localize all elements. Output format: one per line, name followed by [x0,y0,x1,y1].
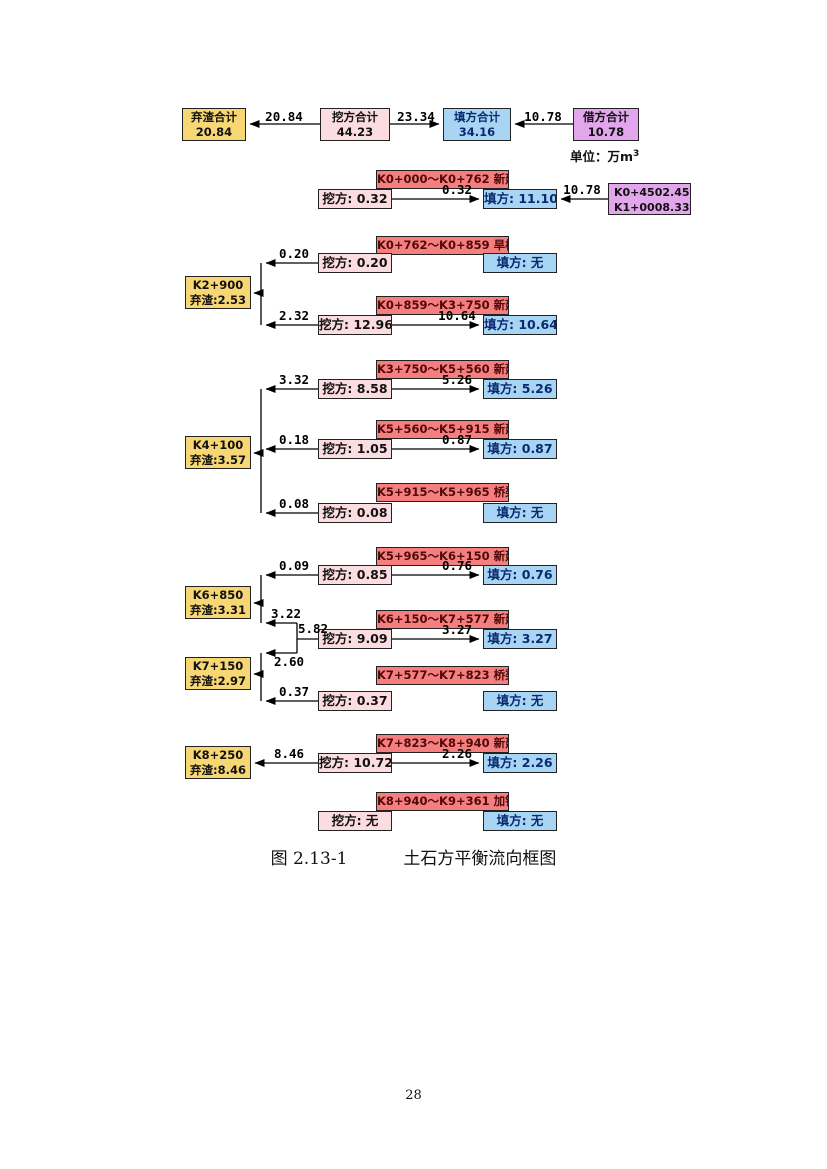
flow-label: 3.27 [441,622,473,637]
flow-label: 0.32 [441,182,473,197]
flow-label: 23.34 [397,109,435,124]
flow-label: 10.78 [563,182,601,197]
fill-box: 填方: 2.26 [483,753,557,773]
discard-node-station: K6+850 [192,588,244,602]
discard-node-station: K2+900 [192,278,244,292]
excavation-box: 挖方: 9.09 [318,629,392,649]
flow-label: 0.09 [278,558,310,573]
flow-label: 2.32 [278,308,310,323]
section-header: K0+762～K0+859 旱桥 [376,236,509,255]
figure-caption: 图 2.13-1 土石方平衡流向框图 [0,844,827,869]
excavation-box: 挖方: 无 [318,811,392,831]
excavation-total-value: 44.23 [336,125,374,139]
flow-label: 0.87 [441,432,473,447]
fill-total-box: 填方合计 34.16 [443,108,511,141]
borrow-total-box: 借方合计 10.78 [573,108,639,141]
fill-box: 填方: 0.87 [483,439,557,459]
fill-box: 填方: 无 [483,691,557,711]
excavation-box: 挖方: 12.96 [318,315,392,335]
excavation-box: 挖方: 0.37 [318,691,392,711]
borrow-row-station: K1+000 [614,201,663,214]
section-header: K5+560～K5+915 新建 [376,420,509,439]
discard-node-amount: 弃渣:2.53 [190,293,246,307]
section-header: K3+750～K5+560 新建 [376,360,509,379]
discard-node-station: K8+250 [192,748,244,762]
excavation-box: 挖方: 0.32 [318,189,392,209]
section-header: K8+940～K9+361 加铺 [376,792,509,811]
flow-label: 5.26 [441,372,473,387]
discard-node-station: K7+150 [192,659,244,673]
fill-box: 填方: 无 [483,503,557,523]
discard-node-k4100: K4+100 弃渣:3.57 [185,436,251,469]
discard-node-k7150: K7+150 弃渣:2.97 [185,657,251,690]
discard-total-name: 弃渣合计 [191,110,237,124]
discard-node-amount: 弃渣:2.97 [190,674,246,688]
fill-box: 填方: 3.27 [483,629,557,649]
section-header: K7+823～K8+940 新建 [376,734,509,753]
discard-node-k6850: K6+850 弃渣:3.31 [185,586,251,619]
excavation-box: 挖方: 10.72 [318,753,392,773]
flow-label: 10.64 [438,308,476,323]
borrow-detail-box: K0+450 2.45 K1+000 8.33 [608,183,691,215]
figure-number: 图 2.13-1 [270,849,348,869]
flow-label: 0.76 [441,558,473,573]
fill-box: 填方: 无 [483,811,557,831]
flow-label: 0.18 [278,432,310,447]
excavation-box: 挖方: 8.58 [318,379,392,399]
flow-label: 20.84 [265,109,303,124]
discard-node-amount: 弃渣:3.57 [190,453,246,467]
fill-box: 填方: 11.10 [483,189,557,209]
borrow-row-value: 8.33 [662,201,690,214]
discard-node-amount: 弃渣:8.46 [190,763,246,777]
borrow-row-value: 2.45 [662,186,690,199]
excavation-box: 挖方: 0.85 [318,565,392,585]
section-header: K5+965～K6+150 新建 [376,547,509,566]
excavation-total-name: 挖方合计 [332,110,378,124]
fill-box: 填方: 无 [483,253,557,273]
borrow-total-name: 借方合计 [583,110,629,124]
flow-label: 0.37 [278,684,310,699]
excavation-box: 挖方: 1.05 [318,439,392,459]
section-header: K6+150～K7+577 新建 [376,610,509,629]
fill-box: 填方: 10.64 [483,315,557,335]
fill-total-name: 填方合计 [454,110,500,124]
flow-label: 10.78 [524,109,562,124]
fill-total-value: 34.16 [458,125,496,139]
flow-label: 3.32 [278,372,310,387]
flow-label: 0.20 [278,246,310,261]
excavation-total-box: 挖方合计 44.23 [320,108,390,141]
excavation-box: 挖方: 0.08 [318,503,392,523]
flow-label: 5.82 [297,621,329,636]
flow-label: 3.22 [270,606,302,621]
section-header: K0+859～K3+750 新建 [376,296,509,315]
fill-box: 填方: 0.76 [483,565,557,585]
fill-box: 填方: 5.26 [483,379,557,399]
borrow-total-value: 10.78 [587,125,625,139]
discard-node-k2900: K2+900 弃渣:2.53 [185,276,251,309]
discard-total-value: 20.84 [195,125,233,139]
unit-label: 单位：万m3 [570,148,640,164]
flow-label: 8.46 [273,746,305,761]
discard-node-k8250: K8+250 弃渣:8.46 [185,746,251,779]
discard-node-station: K4+100 [192,438,244,452]
discard-node-amount: 弃渣:3.31 [190,603,246,617]
section-header: K0+000～K0+762 新建 [376,170,509,189]
page-number: 28 [405,1088,422,1103]
flow-label: 2.60 [273,654,305,669]
section-header: K5+915～K5+965 桥梁 [376,483,509,502]
flow-label: 0.08 [278,496,310,511]
figure-title: 土石方平衡流向框图 [403,849,557,869]
section-header: K7+577～K7+823 桥梁 [376,666,509,685]
flow-label: 2.26 [441,746,473,761]
borrow-row-station: K0+450 [614,186,663,199]
discard-total-box: 弃渣合计 20.84 [182,108,246,141]
excavation-box: 挖方: 0.20 [318,253,392,273]
